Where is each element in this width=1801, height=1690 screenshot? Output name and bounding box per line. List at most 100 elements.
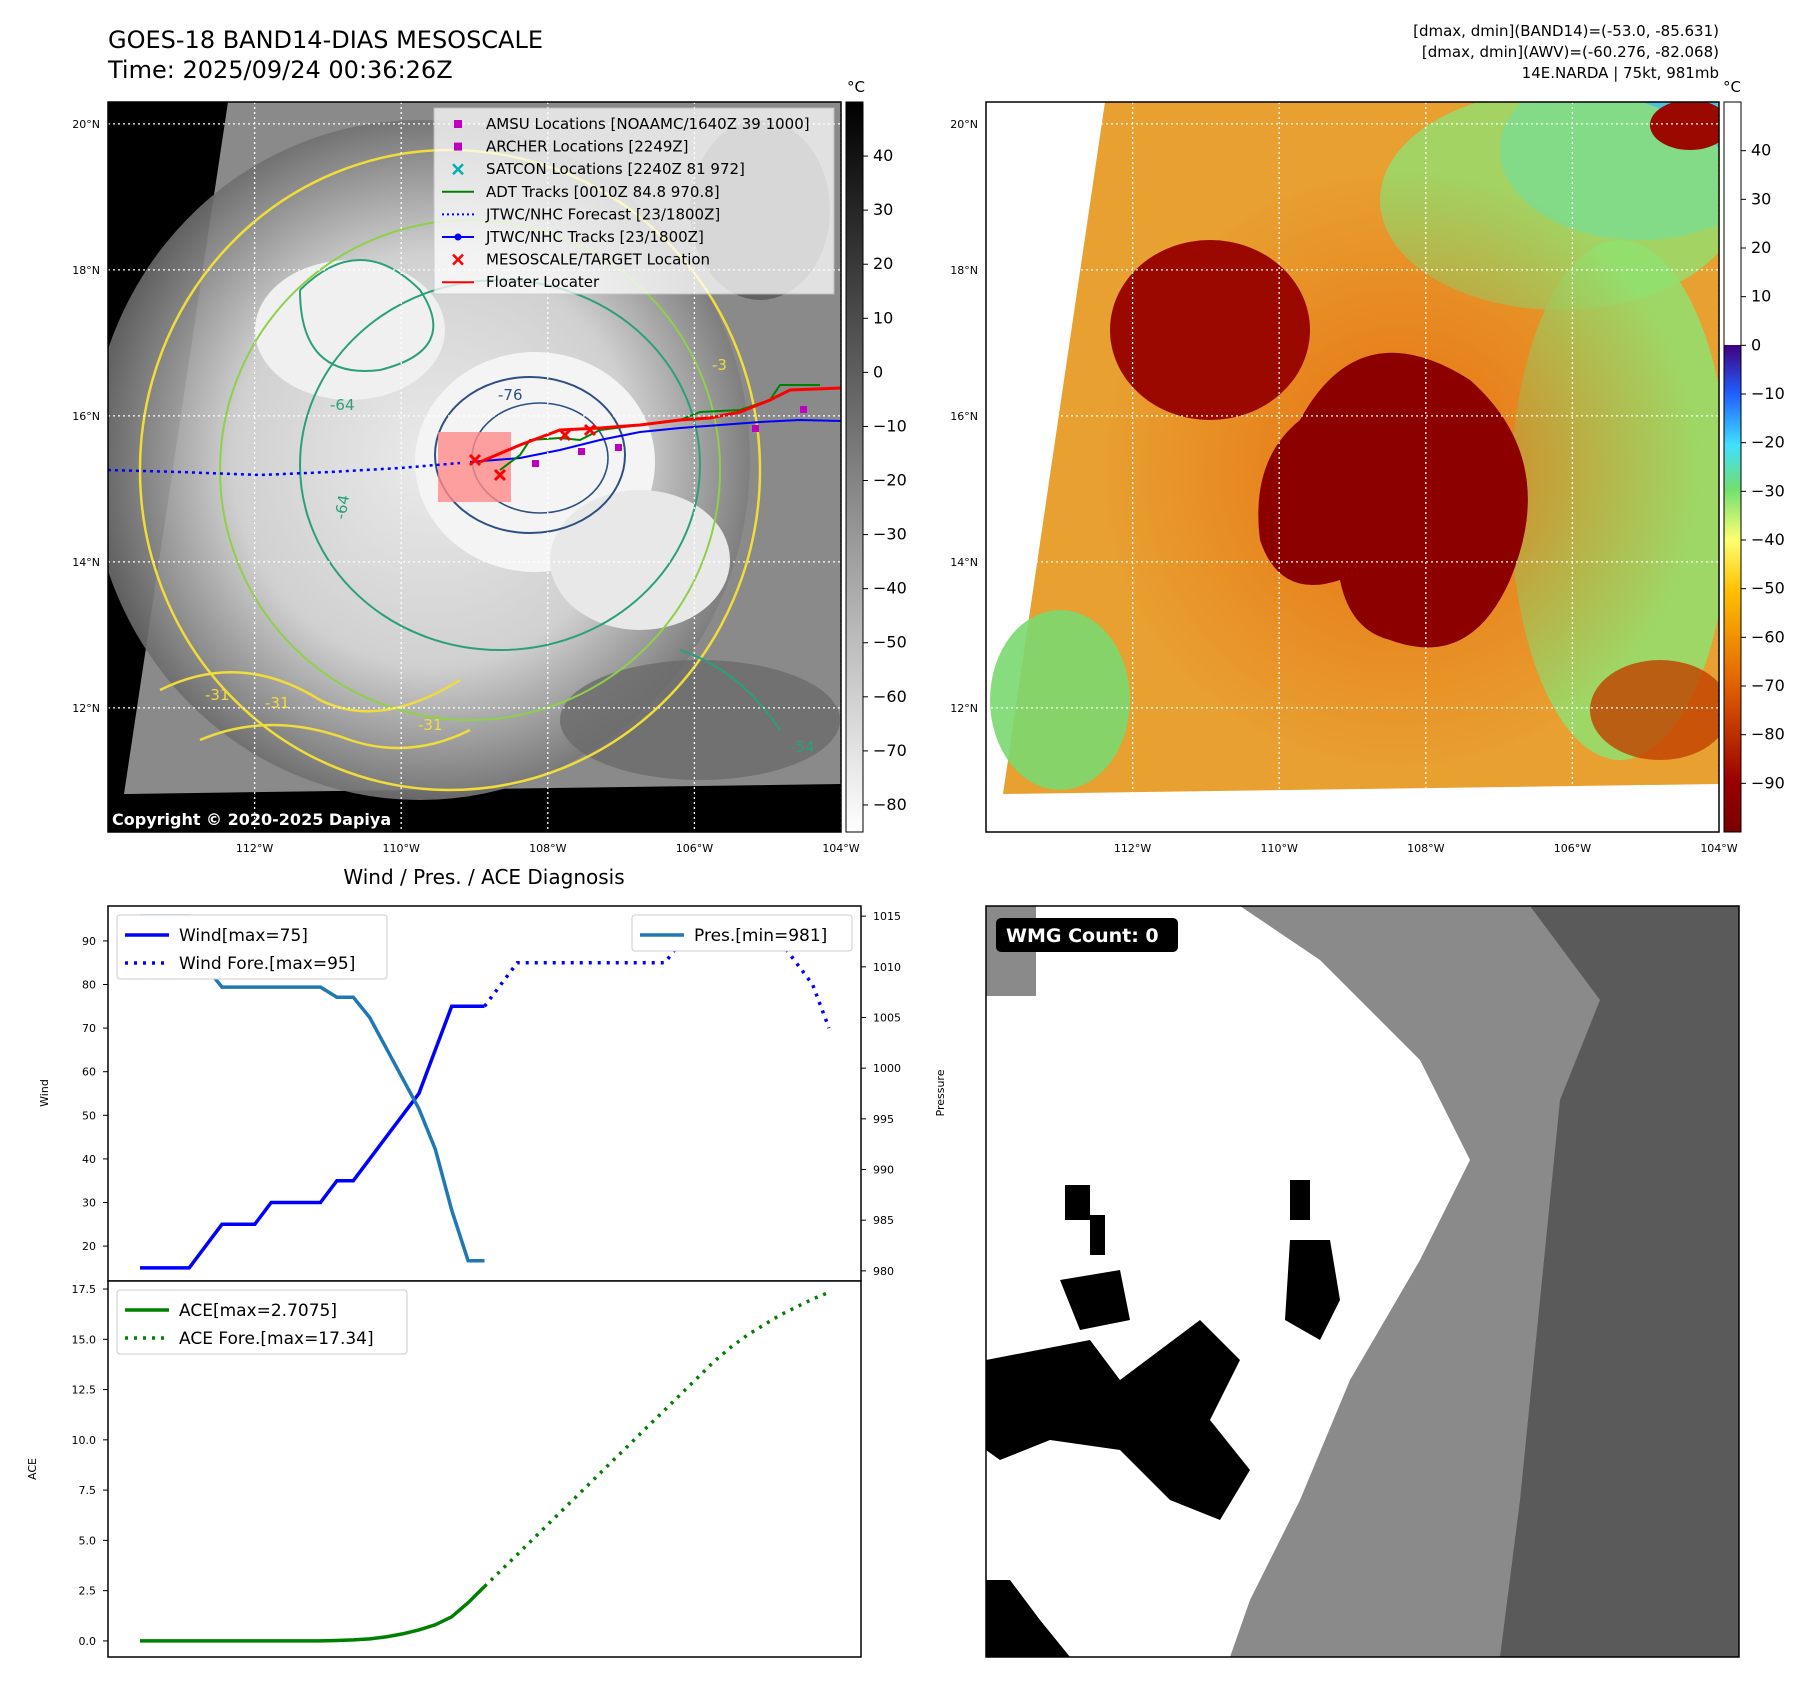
- chart-legend-label: ACE Fore.[max=17.34]: [179, 1329, 374, 1349]
- figure-time: Time: 2025/09/24 00:36:26Z: [108, 56, 453, 84]
- y2-tick-label: 980: [873, 1265, 894, 1278]
- forecast-track: [108, 461, 461, 477]
- lon-tick-label: 110°W: [383, 842, 420, 855]
- colorbar-tick-label: −20: [873, 471, 907, 490]
- contour-blue: [434, 376, 626, 534]
- colorbar-tick-label: −90: [1751, 773, 1785, 792]
- colorbar-tick-label: −80: [1751, 725, 1785, 744]
- lat-tick-label: 20°N: [950, 118, 978, 131]
- colorbar-tick-label: −80: [873, 795, 907, 814]
- colorbar-tick-label: −30: [1751, 481, 1785, 500]
- wind-axis-label: Wind: [38, 1079, 51, 1107]
- lat-tick-label: 16°N: [950, 410, 978, 423]
- series-line: [140, 1004, 485, 1270]
- lat-tick-label: 16°N: [72, 410, 100, 423]
- ir-colorbar-unit: °C: [847, 78, 865, 96]
- legend-label: JTWC/NHC Forecast [23/1800Z]: [485, 205, 720, 223]
- y-tick-label: 90: [82, 935, 96, 948]
- y-tick-label: 60: [82, 1066, 96, 1079]
- chart-legend-box: [116, 1289, 408, 1355]
- legend-label: JTWC/NHC Tracks [23/1800Z]: [485, 228, 704, 246]
- legend-marker: [454, 142, 462, 151]
- info-awv-range: [dmax, dmin](AWV)=(-60.276, -82.068): [1421, 43, 1719, 61]
- chart-legend-box: [116, 914, 388, 980]
- y-tick-label: 17.5: [72, 1283, 97, 1296]
- awv-gridlines: [986, 102, 1720, 832]
- y-tick-label: 5.0: [79, 1534, 97, 1547]
- lat-tick-label: 20°N: [72, 118, 100, 131]
- contour-label-3: -3: [712, 356, 727, 374]
- chart-legend-label: Wind[max=75]: [179, 926, 308, 946]
- lon-tick-label: 108°W: [1407, 842, 1444, 855]
- awv-panel: [985, 101, 1720, 833]
- floater-track: [479, 386, 841, 464]
- y2-tick-label: 990: [873, 1164, 894, 1177]
- lat-tick-label: 14°N: [72, 556, 100, 569]
- figure-title: GOES-18 BAND14-DIAS MESOSCALE: [108, 26, 544, 54]
- y-tick-label: 10.0: [72, 1434, 97, 1447]
- pressure-axis-label: Pressure: [934, 1069, 947, 1116]
- legend-marker: [452, 163, 464, 176]
- y-tick-label: 20: [82, 1240, 96, 1253]
- contour-label-31c: -31: [418, 716, 443, 734]
- lat-tick-label: 18°N: [950, 264, 978, 277]
- legend-marker: [454, 233, 462, 241]
- lon-tick-label: 112°W: [1114, 842, 1151, 855]
- colorbar-tick-label: −50: [1751, 579, 1785, 598]
- y2-tick-label: 1005: [873, 1011, 901, 1024]
- legend-marker: [452, 253, 464, 266]
- lat-tick-label: 12°N: [950, 702, 978, 715]
- y-tick-label: 80: [82, 978, 96, 991]
- colorbar-tick-label: −10: [1751, 384, 1785, 403]
- lat-tick-label: 14°N: [950, 556, 978, 569]
- colorbar-tick-label: −50: [873, 633, 907, 652]
- y2-tick-label: 1010: [873, 961, 901, 974]
- legend-label: AMSU Locations [NOAAMC/1640Z 39 1000]: [486, 115, 810, 133]
- legend-label: ARCHER Locations [2249Z]: [486, 138, 689, 156]
- colorbar-tick-label: 0: [1751, 335, 1761, 354]
- ir-panel: -76 -64 -64 -31 -31 -31 -54 -3 AMSU Loca…: [107, 101, 842, 833]
- legend-marker: [454, 120, 462, 128]
- y-tick-label: 40: [82, 1153, 96, 1166]
- awv-colorbar: °C 40 30 20 10 0 −10 −20 −30 −40 −50 −60 −70 −80 −90: [1723, 78, 1785, 833]
- y-tick-label: 30: [82, 1197, 96, 1210]
- ace-axis-label: ACE: [26, 1458, 39, 1480]
- series-line: [140, 1585, 486, 1643]
- colorbar-tick-label: 20: [1751, 238, 1771, 257]
- amsu-archer-markers: [532, 406, 807, 467]
- target-markers: [468, 423, 597, 482]
- y-tick-label: 2.5: [79, 1585, 97, 1598]
- y2-tick-label: 985: [873, 1214, 894, 1227]
- colorbar-tick-label: 30: [873, 200, 893, 219]
- lon-tick-label: 104°W: [1700, 842, 1737, 855]
- colorbar-tick-label: −30: [873, 525, 907, 544]
- awv-colorbar-unit: °C: [1723, 78, 1741, 96]
- chart-legend-box: [631, 914, 853, 952]
- contour-label-76: -76: [498, 386, 523, 404]
- y2-tick-label: 1015: [873, 910, 901, 923]
- contour-label-31b: -31: [265, 694, 290, 712]
- chart-legend-label: Pres.[min=981]: [694, 926, 827, 946]
- colorbar-tick-label: 10: [873, 308, 893, 327]
- y-tick-label: 50: [82, 1109, 96, 1122]
- copyright-label: Copyright © 2020-2025 Dapiya: [112, 810, 391, 829]
- colorbar-tick-label: 30: [1751, 189, 1771, 208]
- legend-label: Floater Locater: [486, 273, 600, 291]
- colorbar-tick-label: 40: [873, 146, 893, 165]
- contour-label-31a: -31: [205, 686, 230, 704]
- lon-tick-label: 108°W: [529, 842, 566, 855]
- ir-colorbar: °C 40 30 20 10 0 −10 −20 −30 −40 −50 −60 −70 −80: [845, 78, 907, 833]
- legend-label: MESOSCALE/TARGET Location: [486, 251, 710, 269]
- lon-tick-label: 106°W: [1554, 842, 1591, 855]
- map-tick-labels: 20°N 18°N 16°N 14°N 12°N 112°W 110°W 108°W 106°W…: [72, 118, 1738, 855]
- colorbar-tick-label: −70: [1751, 676, 1785, 695]
- colorbar-tick-label: −10: [873, 416, 907, 435]
- contour-label-64a: -64: [330, 396, 355, 414]
- wmg-count-label: WMG Count: 0: [1006, 925, 1159, 947]
- info-storm: 14E.NARDA | 75kt, 981mb: [1521, 64, 1719, 82]
- y2-tick-label: 1000: [873, 1062, 901, 1075]
- y-tick-label: 70: [82, 1022, 96, 1035]
- colorbar-tick-label: −60: [873, 687, 907, 706]
- chart-legend-label: Wind Fore.[max=95]: [179, 954, 355, 974]
